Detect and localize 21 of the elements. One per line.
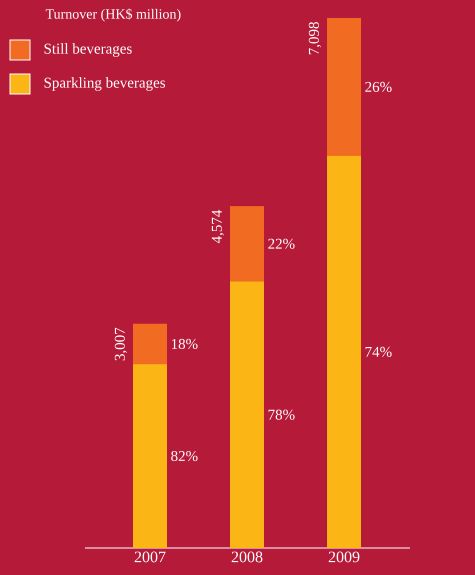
- annotation: 82%: [171, 450, 198, 462]
- bar: [327, 156, 362, 548]
- legend-label: Still beverages: [44, 43, 132, 57]
- annotation: 3,007: [114, 328, 128, 360]
- annotation: 18%: [172, 338, 198, 350]
- x-tick-label: 2007: [134, 552, 166, 562]
- bar: [133, 364, 167, 548]
- x-tick-label: 2009: [328, 552, 360, 562]
- annotation: 26%: [365, 82, 392, 92]
- x-tick-label: 2008: [232, 552, 262, 562]
- annotation: 78%: [268, 410, 295, 420]
- bar: [230, 281, 264, 548]
- legend-title: Turnover (HK$ million): [46, 8, 181, 22]
- annotation: 4,574: [212, 210, 224, 244]
- annotation: 7,098: [308, 22, 322, 54]
- bar: [230, 206, 264, 282]
- annotation: 22%: [268, 238, 295, 249]
- legend-label: Sparkling beverages: [44, 77, 166, 91]
- bar: [133, 324, 167, 364]
- annotation: 74%: [366, 346, 392, 357]
- bar: [327, 18, 362, 156]
